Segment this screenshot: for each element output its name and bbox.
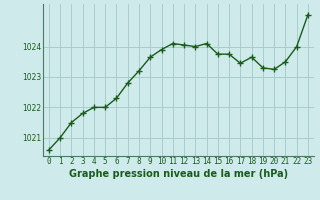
X-axis label: Graphe pression niveau de la mer (hPa): Graphe pression niveau de la mer (hPa) — [69, 169, 288, 179]
